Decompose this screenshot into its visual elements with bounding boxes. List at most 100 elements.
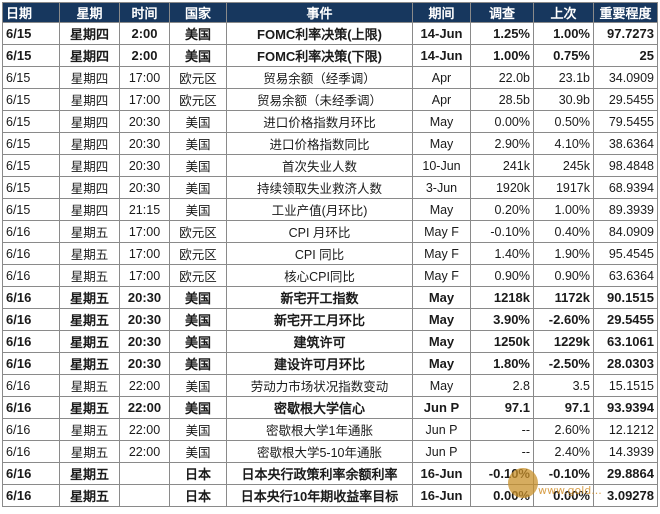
cell-period: Jun P	[412, 396, 471, 419]
cell-event: 建设许可月环比	[226, 352, 413, 375]
cell-time: 22:00	[119, 374, 170, 397]
cell-date: 6/16	[2, 396, 60, 419]
cell-period: May F	[412, 242, 471, 265]
cell-importance: 63.6364	[593, 264, 658, 287]
cell-country: 日本	[169, 462, 227, 485]
cell-country: 美国	[169, 352, 227, 375]
cell-prior: 1.00%	[533, 22, 594, 45]
cell-prior: 1229k	[533, 330, 594, 353]
cell-importance: 97.7273	[593, 22, 658, 45]
cell-period: May	[412, 110, 471, 133]
cell-time: 22:00	[119, 396, 170, 419]
cell-event: 持续领取失业救济人数	[226, 176, 413, 199]
cell-country: 欧元区	[169, 88, 227, 111]
cell-event: 进口价格指数同比	[226, 132, 413, 155]
cell-importance: 12.1212	[593, 418, 658, 441]
cell-period: Jun P	[412, 418, 471, 441]
table-row: 6/16 星期五 22:00 美国 劳动力市场状况指数变动 May 2.8 3.5 15.151…	[2, 374, 658, 397]
table-row: 6/16 星期五 20:30 美国 建筑许可 May 1250k 1229k 63.1061	[2, 330, 658, 353]
cell-country: 美国	[169, 198, 227, 221]
table-row: 6/15 星期四 20:30 美国 首次失业人数 10-Jun 241k 245k 98.484…	[2, 154, 658, 177]
table-row: 6/15 星期四 20:30 美国 持续领取失业救济人数 3-Jun 1920k 1917k 6…	[2, 176, 658, 199]
cell-weekday: 星期四	[59, 110, 120, 133]
cell-date: 6/15	[2, 154, 60, 177]
cell-weekday: 星期五	[59, 440, 120, 463]
cell-weekday: 星期四	[59, 176, 120, 199]
cell-event: 日本央行政策利率余额利率	[226, 462, 413, 485]
cell-date: 6/16	[2, 242, 60, 265]
cell-survey: -0.10%	[470, 462, 534, 485]
cell-prior: 2.60%	[533, 418, 594, 441]
cell-importance: 90.1515	[593, 286, 658, 309]
cell-weekday: 星期四	[59, 132, 120, 155]
cell-survey: 3.90%	[470, 308, 534, 331]
cell-time: 22:00	[119, 418, 170, 441]
cell-event: 建筑许可	[226, 330, 413, 353]
table-row: 6/15 星期四 21:15 美国 工业产值(月环比) May 0.20% 1.00% 89.3…	[2, 198, 658, 221]
table-row: 6/15 星期四 2:00 美国 FOMC利率决策(下限) 14-Jun 1.00% 0.75…	[2, 44, 658, 67]
cell-weekday: 星期四	[59, 88, 120, 111]
table-row: 6/15 星期四 17:00 欧元区 贸易余额（未经季调） Apr 28.5b 30.9b 29…	[2, 88, 658, 111]
cell-country: 美国	[169, 330, 227, 353]
cell-country: 美国	[169, 132, 227, 155]
cell-prior: 4.10%	[533, 132, 594, 155]
cell-country: 美国	[169, 110, 227, 133]
cell-time: 20:30	[119, 286, 170, 309]
cell-survey: 28.5b	[470, 88, 534, 111]
cell-prior: 2.40%	[533, 440, 594, 463]
cell-prior: 23.1b	[533, 66, 594, 89]
cell-importance: 98.4848	[593, 154, 658, 177]
cell-date: 6/15	[2, 88, 60, 111]
table-row: 6/16 星期五 17:00 欧元区 CPI 同比 May F 1.40% 1.90% 95.4…	[2, 242, 658, 265]
cell-prior: 1.00%	[533, 198, 594, 221]
cell-weekday: 星期五	[59, 330, 120, 353]
cell-survey: 1250k	[470, 330, 534, 353]
cell-country: 美国	[169, 396, 227, 419]
header-weekday: 星期	[59, 2, 120, 23]
cell-importance: 29.5455	[593, 88, 658, 111]
cell-importance: 95.4545	[593, 242, 658, 265]
cell-country: 欧元区	[169, 220, 227, 243]
cell-time: 22:00	[119, 440, 170, 463]
cell-weekday: 星期五	[59, 264, 120, 287]
header-event: 事件	[226, 2, 413, 23]
cell-event: 劳动力市场状况指数变动	[226, 374, 413, 397]
cell-prior: 0.90%	[533, 264, 594, 287]
cell-date: 6/15	[2, 44, 60, 67]
cell-period: May	[412, 352, 471, 375]
cell-importance: 84.0909	[593, 220, 658, 243]
cell-date: 6/16	[2, 308, 60, 331]
cell-prior: 1917k	[533, 176, 594, 199]
cell-country: 美国	[169, 44, 227, 67]
cell-country: 美国	[169, 418, 227, 441]
cell-period: May	[412, 374, 471, 397]
header-importance: 重要程度	[593, 2, 658, 23]
cell-date: 6/15	[2, 176, 60, 199]
cell-weekday: 星期四	[59, 154, 120, 177]
cell-importance: 29.5455	[593, 308, 658, 331]
cell-time: 2:00	[119, 22, 170, 45]
cell-time: 17:00	[119, 66, 170, 89]
cell-importance: 68.9394	[593, 176, 658, 199]
cell-prior: 0.40%	[533, 220, 594, 243]
cell-survey: 1.80%	[470, 352, 534, 375]
table-header: 日期 星期 时间 国家 事件 期间 调查 上次 重要程度	[2, 2, 658, 23]
cell-time: 2:00	[119, 44, 170, 67]
cell-period: 16-Jun	[412, 462, 471, 485]
cell-prior: 245k	[533, 154, 594, 177]
table-row: 6/16 星期五 22:00 美国 密歇根大学1年通胀 Jun P -- 2.60% 12.12…	[2, 418, 658, 441]
cell-date: 6/16	[2, 220, 60, 243]
economic-calendar-table: 日期 星期 时间 国家 事件 期间 调查 上次 重要程度 6/15 星期四 2:00…	[2, 2, 658, 507]
cell-date: 6/16	[2, 264, 60, 287]
cell-survey: 0.20%	[470, 198, 534, 221]
cell-prior: 97.1	[533, 396, 594, 419]
cell-event: 贸易余额（经季调）	[226, 66, 413, 89]
table-row: 6/16 星期五 17:00 欧元区 核心CPI同比 May F 0.90% 0.90% 63.…	[2, 264, 658, 287]
cell-date: 6/16	[2, 484, 60, 507]
cell-weekday: 星期五	[59, 418, 120, 441]
cell-weekday: 星期五	[59, 396, 120, 419]
table-row: 6/15 星期四 20:30 美国 进口价格指数同比 May 2.90% 4.10% 38.63…	[2, 132, 658, 155]
header-row: 日期 星期 时间 国家 事件 期间 调查 上次 重要程度	[2, 2, 658, 23]
cell-importance: 14.3939	[593, 440, 658, 463]
cell-date: 6/15	[2, 22, 60, 45]
